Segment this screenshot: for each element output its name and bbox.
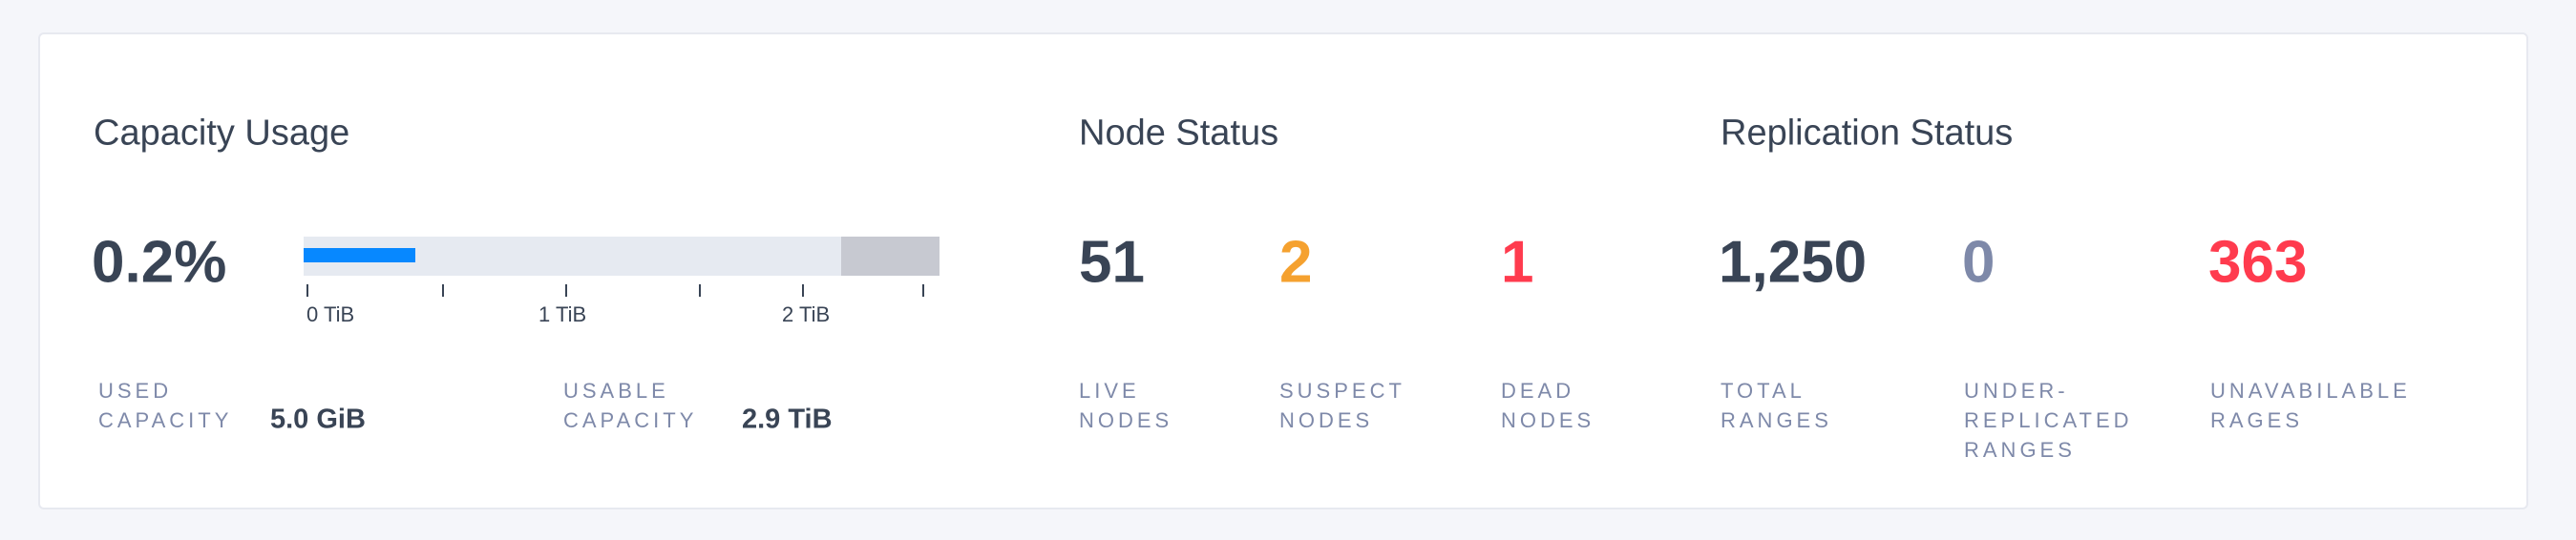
capacity-usage-title: Capacity Usage	[94, 113, 350, 154]
label-line: SUSPECT	[1279, 379, 1405, 403]
label-line: NODES	[1079, 408, 1173, 432]
under-replicated-ranges-label: UNDER- REPLICATED RANGES	[1964, 376, 2133, 465]
usable-capacity-label: USABLE CAPACITY	[563, 376, 697, 435]
label-line: RANGES	[1721, 408, 1832, 432]
live-nodes-value: 51	[1079, 229, 1145, 296]
label-line: REPLICATED	[1964, 408, 2133, 432]
total-ranges-value: 1,250	[1719, 229, 1868, 296]
under-replicated-ranges-value: 0	[1962, 229, 1995, 296]
suspect-nodes-value: 2	[1279, 229, 1313, 296]
label-line: CAPACITY	[563, 408, 698, 432]
live-nodes-label: LIVE NODES	[1079, 376, 1172, 435]
replication-status-title: Replication Status	[1721, 113, 2014, 154]
label-line: TOTAL	[1721, 379, 1805, 403]
label-line: LIVE	[1079, 379, 1140, 403]
used-capacity-value: 5.0 GiB	[270, 404, 366, 435]
label-line: UNAVABILABLE	[2210, 379, 2411, 403]
label-line: NODES	[1279, 408, 1374, 432]
unavailable-ranges-label: UNAVABILABLE RAGES	[2210, 376, 2411, 435]
label-line: CAPACITY	[98, 408, 233, 432]
axis-label: 1 TiB	[538, 302, 587, 326]
label-line: RAGES	[2210, 408, 2304, 432]
suspect-nodes-label: SUSPECT NODES	[1279, 376, 1405, 435]
label-line: NODES	[1501, 408, 1595, 432]
capacity-bar-unusable	[840, 237, 940, 276]
capacity-bar	[304, 237, 940, 276]
dead-nodes-value: 1	[1501, 229, 1534, 296]
axis-label: 2 TiB	[782, 302, 831, 326]
used-capacity-label: USED CAPACITY	[98, 376, 232, 435]
axis-tick	[802, 284, 804, 297]
label-line: RANGES	[1964, 438, 2076, 462]
label-line: USED	[98, 379, 173, 403]
axis-label: 0 TiB	[306, 302, 355, 326]
label-line: DEAD	[1501, 379, 1575, 403]
node-status-title: Node Status	[1079, 113, 1279, 154]
axis-tick	[306, 284, 308, 297]
label-line: USABLE	[563, 379, 669, 403]
axis-tick	[565, 284, 567, 297]
capacity-bar-used	[304, 248, 415, 262]
usable-capacity-value: 2.9 TiB	[742, 404, 833, 435]
axis-tick	[699, 284, 701, 297]
axis-tick	[922, 284, 924, 297]
axis-tick	[442, 284, 444, 297]
unavailable-ranges-value: 363	[2208, 229, 2308, 296]
dead-nodes-label: DEAD NODES	[1501, 376, 1594, 435]
total-ranges-label: TOTAL RANGES	[1721, 376, 1832, 435]
label-line: UNDER-	[1964, 379, 2069, 403]
capacity-percent: 0.2%	[92, 229, 227, 296]
